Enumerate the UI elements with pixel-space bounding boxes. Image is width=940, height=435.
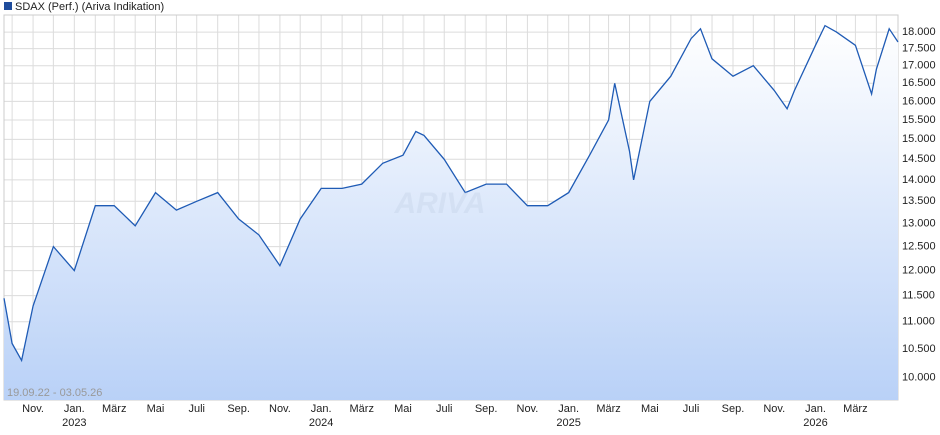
x-tick-label: Jan. [558,403,579,415]
y-tick-label: 10.000 [902,372,936,384]
year-label: 2024 [309,417,333,429]
y-tick-label: 16.500 [902,77,936,89]
year-label: 2025 [556,417,580,429]
y-tick-label: 18.000 [902,26,936,38]
y-tick-label: 15.500 [902,114,936,126]
x-tick-label: Mai [394,403,412,415]
watermark: ARIVA [393,187,485,220]
year-label: 2026 [803,417,827,429]
y-tick-label: 12.500 [902,240,936,252]
x-tick-label: Nov. [22,403,44,415]
legend-label: SDAX (Perf.) (Ariva Indikation) [15,1,164,13]
x-tick-label: Juli [188,403,205,415]
x-tick-label: Jan. [805,403,826,415]
y-tick-label: 16.000 [902,95,936,107]
x-tick-label: Mai [641,403,659,415]
x-tick-label: März [102,403,126,415]
x-tick-label: Nov. [517,403,539,415]
x-tick-label: Nov. [269,403,291,415]
x-tick-label: Sep. [475,403,498,415]
y-tick-label: 13.500 [902,195,936,207]
range-label: 19.09.22 - 03.05.26 [7,387,102,399]
line [3,24,899,363]
y-tick-label: 12.000 [902,264,936,276]
x-tick-label: Jan. [311,403,332,415]
y-tick-label: 11.000 [902,316,935,328]
x-tick-label: Juli [436,403,453,415]
x-tick-label: März [843,403,867,415]
y-tick-label: 17.000 [902,60,936,72]
x-tick-label: Mai [147,403,165,415]
y-tick-label: 13.000 [902,217,936,229]
area-fill [4,25,898,400]
y-tick-label: 10.500 [902,343,936,355]
y-tick-label: 17.500 [902,43,936,55]
y-tick-label: 15.000 [902,133,936,145]
x-tick-label: Nov. [763,403,785,415]
x-tick-label: Sep. [722,403,745,415]
y-tick-label: 14.500 [902,153,936,165]
year-label: 2023 [62,417,86,429]
x-tick-label: Juli [683,403,700,415]
x-tick-label: Sep. [227,403,250,415]
x-tick-label: Jan. [64,403,85,415]
x-tick-label: März [596,403,620,415]
x-tick-label: März [350,403,374,415]
y-tick-label: 14.000 [902,174,936,186]
legend-swatch [4,2,12,10]
y-tick-label: 11.500 [902,290,935,302]
